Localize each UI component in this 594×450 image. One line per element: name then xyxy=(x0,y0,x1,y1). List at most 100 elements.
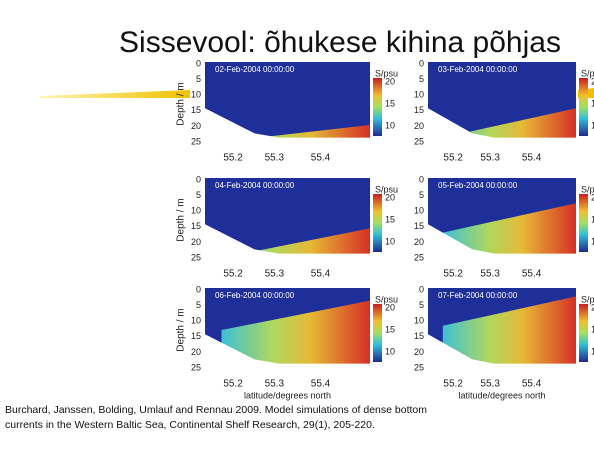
y-tick-label: 25 xyxy=(414,136,424,146)
y-tick-label: 20 xyxy=(414,347,424,357)
y-tick-label: 25 xyxy=(191,136,201,146)
slide-title: Sissevool: õhukese kihina põhjas xyxy=(119,26,561,59)
panel-date: 05-Feb-2004 00:00:00 xyxy=(438,181,518,190)
y-tick-label: 20 xyxy=(191,121,201,131)
x-tick-label: 55.4 xyxy=(522,379,542,390)
colorbar xyxy=(579,194,588,252)
colorbar-tick-label: 15 xyxy=(591,214,594,224)
colorbar xyxy=(373,78,382,136)
colorbar-tick-label: 20 xyxy=(591,302,594,312)
x-tick-label: 55.3 xyxy=(265,153,285,164)
y-tick-label: 25 xyxy=(191,252,201,262)
y-tick-label: 0 xyxy=(196,284,201,294)
colorbar-tick-label: 20 xyxy=(591,76,594,86)
colorbar xyxy=(579,304,588,362)
x-tick-label: 55.4 xyxy=(311,153,331,164)
colorbar-label: S/psu xyxy=(581,184,594,194)
y-tick-label: 20 xyxy=(191,347,201,357)
panel-date: 02-Feb-2004 00:00:00 xyxy=(215,65,295,74)
colorbar-label: S/psu xyxy=(375,294,398,304)
x-axis-label: latitude/degrees north xyxy=(458,390,545,400)
y-tick-label: 20 xyxy=(414,237,424,247)
y-tick-label: 5 xyxy=(196,300,201,310)
y-tick-label: 0 xyxy=(419,174,424,184)
seabed xyxy=(205,224,370,262)
colorbar-tick-label: 15 xyxy=(385,214,395,224)
colorbar-tick-label: 15 xyxy=(385,98,395,108)
y-tick-label: 5 xyxy=(196,74,201,84)
colorbar-label: S/psu xyxy=(375,184,398,194)
colorbar-tick-label: 10 xyxy=(385,236,395,246)
x-tick-label: 55.2 xyxy=(443,269,463,280)
y-tick-label: 25 xyxy=(414,252,424,262)
colorbar-tick-label: 20 xyxy=(385,76,395,86)
colorbar-tick-label: 15 xyxy=(591,324,594,334)
x-tick-label: 55.4 xyxy=(311,379,331,390)
colorbar-tick-label: 20 xyxy=(591,192,594,202)
caption: Burchard, Janssen, Bolding, Umlauf and R… xyxy=(5,404,427,416)
x-tick-label: 55.3 xyxy=(480,379,500,390)
x-tick-label: 55.2 xyxy=(223,379,243,390)
x-tick-label: 55.4 xyxy=(522,153,542,164)
x-tick-label: 55.2 xyxy=(443,153,463,164)
seabed xyxy=(428,224,576,262)
colorbar xyxy=(579,78,588,136)
colorbar-tick-label: 10 xyxy=(591,346,594,356)
colorbar-tick-label: 15 xyxy=(591,98,594,108)
seabed xyxy=(205,334,370,372)
x-tick-label: 55.3 xyxy=(480,153,500,164)
colorbar-tick-label: 20 xyxy=(385,192,395,202)
y-tick-label: 0 xyxy=(196,58,201,68)
y-tick-label: 5 xyxy=(419,190,424,200)
salinity-field xyxy=(442,203,576,262)
decoration xyxy=(40,90,190,98)
y-tick-label: 15 xyxy=(191,221,201,231)
y-tick-label: 0 xyxy=(419,284,424,294)
panel-date: 07-Feb-2004 00:00:00 xyxy=(438,291,518,300)
x-tick-label: 55.2 xyxy=(443,379,463,390)
y-axis-label: Depth / m xyxy=(176,198,187,241)
x-tick-label: 55.3 xyxy=(265,379,285,390)
seabed xyxy=(428,334,576,372)
y-tick-label: 10 xyxy=(191,316,201,326)
colorbar-tick-label: 15 xyxy=(385,324,395,334)
y-axis-label: Depth / m xyxy=(176,308,187,351)
y-tick-label: 25 xyxy=(414,362,424,372)
y-tick-label: 15 xyxy=(414,331,424,341)
colorbar-label: S/psu xyxy=(581,68,594,78)
panel-date: 06-Feb-2004 00:00:00 xyxy=(215,291,295,300)
colorbar-tick-label: 10 xyxy=(385,120,395,130)
y-tick-label: 15 xyxy=(414,221,424,231)
y-axis-label: Depth / m xyxy=(176,82,187,125)
x-axis-label: latitude/degrees north xyxy=(244,390,331,400)
y-tick-label: 5 xyxy=(419,74,424,84)
colorbar-tick-label: 10 xyxy=(591,120,594,130)
x-tick-label: 55.4 xyxy=(522,269,542,280)
y-tick-label: 10 xyxy=(414,316,424,326)
panel-date: 03-Feb-2004 00:00:00 xyxy=(438,65,518,74)
x-tick-label: 55.2 xyxy=(223,153,243,164)
colorbar-tick-label: 10 xyxy=(591,236,594,246)
x-tick-label: 55.4 xyxy=(311,269,331,280)
colorbar xyxy=(373,194,382,252)
y-tick-label: 25 xyxy=(191,362,201,372)
y-tick-label: 15 xyxy=(191,105,201,115)
y-tick-label: 15 xyxy=(414,105,424,115)
colorbar-tick-label: 20 xyxy=(385,302,395,312)
x-tick-label: 55.2 xyxy=(223,269,243,280)
salinity-field xyxy=(221,300,370,372)
caption: currents in the Western Baltic Sea, Cont… xyxy=(5,419,375,431)
y-tick-label: 0 xyxy=(419,58,424,68)
colorbar-label: S/psu xyxy=(375,68,398,78)
panel-date: 04-Feb-2004 00:00:00 xyxy=(215,181,295,190)
y-tick-label: 20 xyxy=(191,237,201,247)
y-tick-label: 10 xyxy=(414,206,424,216)
y-tick-label: 10 xyxy=(191,90,201,100)
seabed xyxy=(428,108,576,146)
colorbar-tick-label: 10 xyxy=(385,346,395,356)
x-tick-label: 55.3 xyxy=(480,269,500,280)
colorbar xyxy=(373,304,382,362)
seabed xyxy=(205,108,370,146)
y-tick-label: 10 xyxy=(191,206,201,216)
